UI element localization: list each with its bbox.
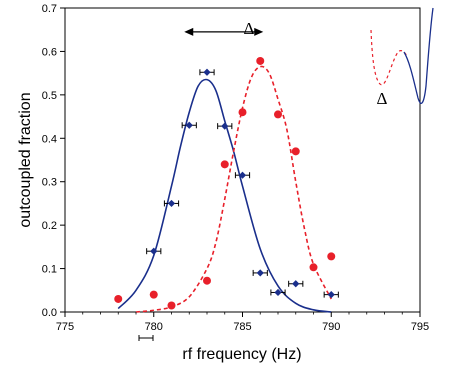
delta-annotation: Δ (184, 19, 264, 38)
data-markers (114, 56, 336, 310)
delta-arrow-right-head (254, 27, 264, 36)
red-circle-point (220, 160, 229, 169)
x-axis-label: rf frequency (Hz) (182, 346, 301, 363)
y-axis-ticks: 0.0 0.1 0.2 0.3 0.4 0.5 0.6 0.7 (42, 3, 65, 319)
red-circle-point (291, 147, 300, 156)
red-circle-point (327, 252, 336, 261)
x-tick-label: 780 (145, 321, 163, 333)
potential-inset: Δ (370, 7, 434, 108)
y-tick-label: 0.1 (42, 264, 57, 276)
blue-diamond-point (327, 291, 335, 299)
red-circle-point (256, 56, 265, 65)
x-tick-label: 795 (411, 321, 429, 333)
y-axis-label: outcoupled fraction (17, 92, 34, 227)
inset-dashed-well (370, 29, 408, 86)
y-tick-label: 0.3 (42, 177, 57, 189)
inset-solid-well (403, 7, 434, 104)
y-tick-label: 0.7 (42, 3, 57, 15)
blue-diamond-point (167, 199, 176, 208)
delta-label: Δ (244, 19, 255, 38)
y-tick-label: 0.4 (42, 133, 57, 145)
red-circle-point (149, 290, 158, 299)
blue-diamond-point (292, 280, 300, 288)
blue-diamond-point (150, 247, 158, 255)
plot-area (64, 7, 421, 313)
red-circle-point (167, 301, 176, 310)
red-dashed-fit-curve (135, 65, 332, 313)
red-circle-point (203, 276, 211, 285)
x-tick-label: 790 (322, 321, 340, 333)
red-circle-point (274, 110, 282, 119)
plot-frame (64, 7, 421, 313)
x-tick-label: 785 (233, 321, 251, 333)
stray-error-bar (138, 335, 154, 341)
blue-diamond-point (274, 288, 282, 297)
x-axis-ticks: 775 780 785 790 795 (56, 312, 429, 333)
blue-diamond-point (185, 121, 193, 129)
inset-delta-label: Δ (377, 89, 388, 108)
delta-arrow-left-head (184, 27, 194, 36)
blue-fit-curve (117, 78, 332, 313)
y-tick-label: 0.0 (42, 307, 57, 319)
y-tick-label: 0.2 (42, 220, 57, 232)
y-tick-label: 0.6 (42, 46, 57, 58)
x-tick-label: 775 (56, 321, 74, 333)
blue-diamond-point (256, 269, 264, 277)
blue-diamond-point (238, 171, 247, 179)
blue-diamond-point (221, 122, 229, 130)
red-circle-point (238, 108, 247, 117)
y-tick-label: 0.5 (42, 90, 57, 102)
fit-curves (117, 65, 332, 313)
blue-diamond-point (203, 68, 211, 76)
red-circle-point (309, 263, 318, 272)
red-circle-point (114, 294, 123, 303)
